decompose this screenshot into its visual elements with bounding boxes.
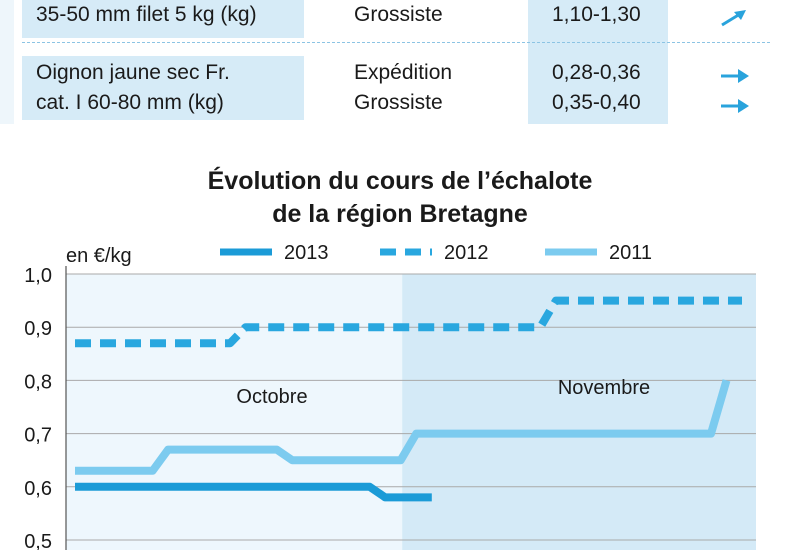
y-tick-label: 1,0 bbox=[24, 265, 52, 287]
table-row: 35-50 mm filet 5 kg (kg) Grossiste 1,10-… bbox=[0, 0, 800, 38]
product-cell-bg bbox=[22, 0, 304, 38]
price-range: 0,28-0,36 bbox=[552, 61, 641, 84]
price-range: 0,35-0,40 bbox=[552, 91, 641, 114]
trend-up-icon bbox=[721, 10, 746, 27]
product-name-line-1: Oignon jaune sec Fr. bbox=[36, 61, 230, 84]
table-left-rule bbox=[0, 0, 14, 124]
period-label-october: Octobre bbox=[236, 386, 307, 408]
trend-flat-icon bbox=[721, 69, 749, 83]
y-tick-label: 0,5 bbox=[24, 531, 52, 550]
y-tick-label: 0,7 bbox=[24, 425, 52, 447]
chart-title-line-2: de la région Bretagne bbox=[272, 200, 528, 228]
price-column-background bbox=[528, 0, 668, 124]
chart-title-line-1: Évolution du cours de l’échalote bbox=[207, 167, 593, 195]
period-label-november: Novembre bbox=[558, 377, 650, 399]
product-name: 35-50 mm filet 5 kg (kg) bbox=[36, 3, 257, 26]
market-stage: Expédition bbox=[354, 61, 453, 84]
y-tick-label: 0,9 bbox=[24, 318, 52, 340]
series-line-2011 bbox=[75, 379, 731, 475]
legend-label-2011: 2011 bbox=[609, 242, 652, 264]
market-stage: Grossiste bbox=[354, 91, 443, 114]
y-tick-label: 0,6 bbox=[24, 478, 52, 500]
market-stage: Grossiste bbox=[354, 3, 443, 26]
product-cell-bg bbox=[22, 56, 304, 120]
y-tick-label: 0,8 bbox=[24, 371, 52, 393]
table-row: Oignon jaune sec Fr. cat. I 60-80 mm (kg… bbox=[0, 56, 800, 120]
price-range: 1,10-1,30 bbox=[552, 3, 641, 26]
row-divider bbox=[22, 42, 770, 43]
price-table: 35-50 mm filet 5 kg (kg) Grossiste 1,10-… bbox=[0, 0, 800, 124]
series-line-2012 bbox=[75, 296, 742, 348]
legend-label-2013: 2013 bbox=[284, 242, 329, 264]
november-band bbox=[402, 274, 756, 550]
series-line-2013 bbox=[75, 482, 432, 502]
product-name-line-2: cat. I 60-80 mm (kg) bbox=[36, 91, 224, 114]
trend-flat-icon bbox=[721, 99, 749, 113]
y-axis-label: en €/kg bbox=[66, 245, 132, 267]
legend-label-2012: 2012 bbox=[444, 242, 489, 264]
